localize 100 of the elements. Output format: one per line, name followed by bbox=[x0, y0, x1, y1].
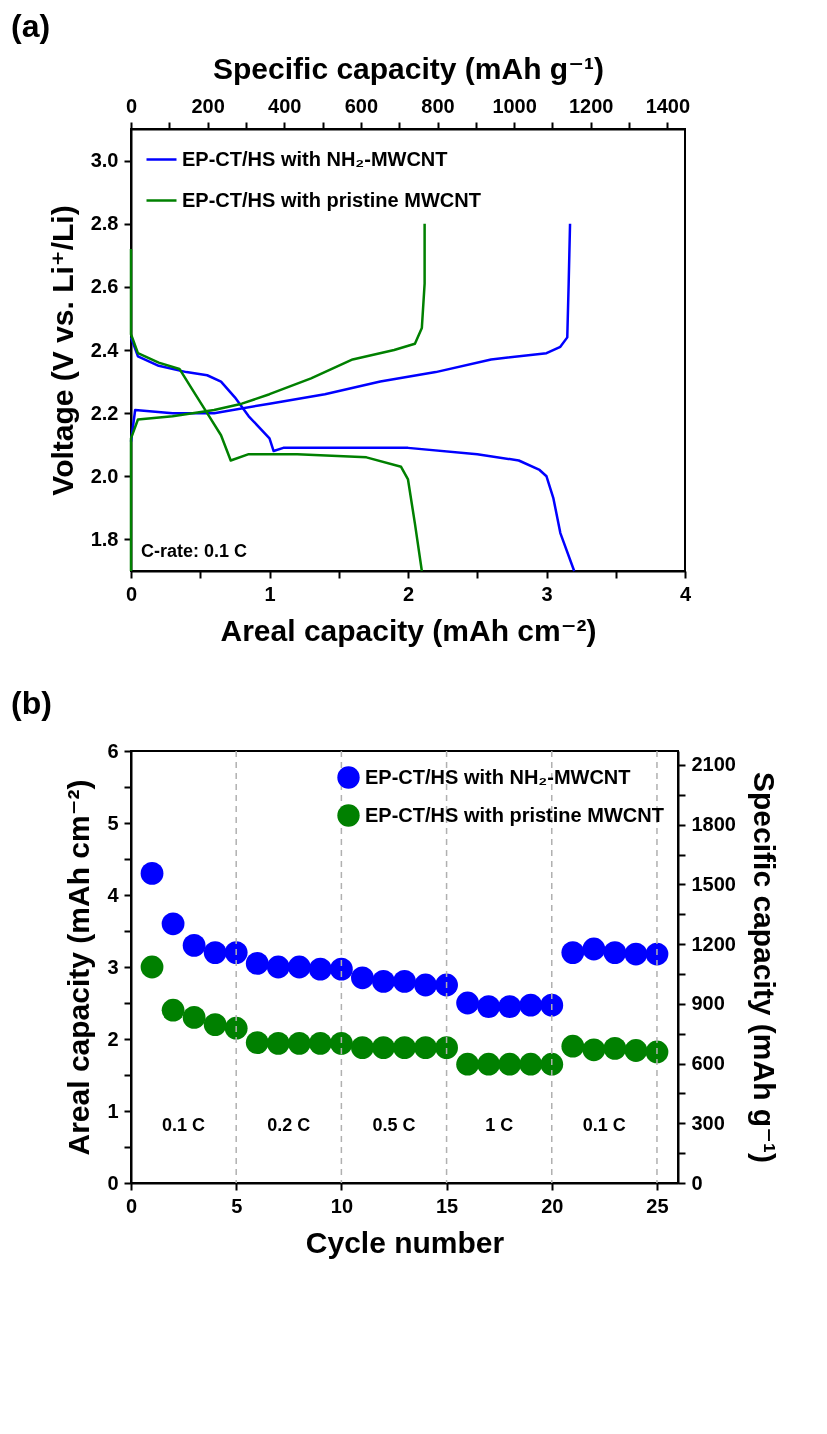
x-tick-label: 0 bbox=[125, 1194, 138, 1217]
point bbox=[182, 934, 206, 957]
annotation: 0.5 C bbox=[372, 1115, 416, 1135]
y-tick-label: 2.4 bbox=[90, 338, 120, 361]
x2-tick-label: 400 bbox=[268, 94, 302, 117]
point bbox=[435, 973, 458, 997]
point bbox=[372, 970, 395, 993]
point bbox=[519, 993, 543, 1017]
point bbox=[351, 1036, 374, 1060]
point bbox=[645, 1040, 669, 1064]
y-tick-label: 2 bbox=[107, 1027, 119, 1050]
annotation: 0.1 C bbox=[582, 1115, 626, 1135]
point bbox=[161, 998, 185, 1022]
legend-label: EP-CT/HS with NH₂-MWCNT bbox=[365, 765, 631, 788]
x-tick-label: 1 bbox=[264, 582, 276, 605]
legend-label: EP-CT/HS with NH₂-MWCNT bbox=[182, 147, 448, 170]
point bbox=[603, 941, 627, 964]
point bbox=[456, 1052, 480, 1076]
point bbox=[372, 1036, 395, 1060]
y-tick-label: 4 bbox=[107, 883, 120, 906]
y2-tick-label: 900 bbox=[691, 992, 725, 1015]
x-tick-label: 2 bbox=[402, 582, 415, 605]
point bbox=[645, 942, 669, 966]
annotation: 0.2 C bbox=[267, 1115, 311, 1135]
x-tick-label: 3 bbox=[541, 582, 553, 605]
x-tick-label: 25 bbox=[646, 1194, 669, 1217]
point bbox=[140, 955, 164, 979]
x-axis-title: Cycle number bbox=[305, 1225, 505, 1259]
x-tick-label: 5 bbox=[231, 1194, 243, 1217]
point bbox=[329, 957, 353, 981]
y-tick-label: 1 bbox=[107, 1099, 119, 1122]
point bbox=[561, 941, 585, 964]
x-tick-label: 4 bbox=[679, 582, 692, 605]
point bbox=[224, 1016, 248, 1040]
y2-axis-title: Specific capacity (mAh g⁻¹) bbox=[747, 772, 781, 1163]
point bbox=[266, 955, 290, 979]
point bbox=[140, 862, 164, 885]
y-tick-label: 5 bbox=[107, 811, 119, 834]
annotation: 0.1 C bbox=[162, 1115, 206, 1135]
y2-tick-label: 0 bbox=[691, 1171, 703, 1194]
point bbox=[329, 1031, 353, 1055]
y-axis-title: Voltage (V vs. Li⁺/Li) bbox=[45, 205, 79, 496]
point bbox=[287, 955, 311, 979]
point bbox=[456, 991, 480, 1015]
point bbox=[393, 1036, 416, 1060]
point bbox=[498, 1052, 522, 1076]
point bbox=[308, 1031, 332, 1055]
point bbox=[308, 957, 332, 981]
y-tick-label: 2.6 bbox=[90, 275, 119, 298]
point bbox=[203, 1013, 227, 1036]
y-axis-title: Areal capacity (mAh cm⁻²) bbox=[62, 779, 96, 1156]
x2-tick-label: 800 bbox=[421, 94, 455, 117]
y2-tick-label: 1200 bbox=[691, 932, 736, 955]
y-tick-label: 3.0 bbox=[90, 149, 119, 172]
point bbox=[540, 993, 564, 1017]
x-tick-label: 15 bbox=[435, 1194, 459, 1217]
annotation: C-rate: 0.1 C bbox=[141, 541, 248, 561]
point bbox=[245, 952, 269, 975]
x-axis-title: Areal capacity (mAh cm⁻²) bbox=[220, 613, 597, 647]
x-tick-label: 10 bbox=[330, 1194, 354, 1217]
point bbox=[161, 912, 185, 936]
point bbox=[287, 1031, 311, 1055]
point bbox=[498, 995, 522, 1018]
chart-title: (a) bbox=[11, 8, 51, 44]
legend-label: EP-CT/HS with pristine MWCNT bbox=[365, 803, 664, 826]
y2-tick-label: 2100 bbox=[691, 753, 736, 776]
x2-tick-label: 200 bbox=[191, 94, 225, 117]
y-tick-label: 6 bbox=[107, 739, 119, 762]
y2-tick-label: 1500 bbox=[691, 872, 736, 895]
point bbox=[245, 1031, 269, 1054]
y2-tick-label: 300 bbox=[691, 1111, 725, 1134]
y-tick-label: 1.8 bbox=[90, 527, 119, 550]
chart-title: (b) bbox=[11, 685, 52, 721]
y-tick-label: 3 bbox=[107, 955, 119, 978]
point bbox=[540, 1052, 564, 1076]
y2-tick-label: 600 bbox=[691, 1052, 725, 1075]
x2-axis-title: Specific capacity (mAh g⁻¹) bbox=[213, 51, 604, 85]
x2-tick-label: 0 bbox=[125, 94, 138, 117]
x-tick-label: 20 bbox=[541, 1194, 564, 1217]
y2-tick-label: 1800 bbox=[691, 813, 736, 836]
point bbox=[582, 1038, 606, 1062]
point bbox=[224, 941, 248, 964]
point bbox=[582, 937, 606, 961]
x2-tick-label: 1400 bbox=[645, 94, 691, 117]
point bbox=[624, 942, 648, 966]
point bbox=[414, 973, 437, 997]
x2-tick-label: 600 bbox=[344, 94, 379, 117]
x2-tick-label: 1000 bbox=[492, 94, 537, 117]
annotation: 1 C bbox=[485, 1115, 514, 1135]
y-tick-label: 0 bbox=[107, 1171, 119, 1194]
point bbox=[624, 1039, 648, 1062]
x-tick-label: 0 bbox=[125, 582, 138, 605]
y-tick-label: 2.2 bbox=[90, 401, 119, 424]
point bbox=[519, 1052, 543, 1076]
y-tick-label: 2.8 bbox=[90, 212, 119, 235]
point bbox=[435, 1036, 458, 1060]
point bbox=[414, 1036, 437, 1060]
point bbox=[203, 941, 227, 964]
point bbox=[477, 995, 501, 1018]
y-tick-label: 2.0 bbox=[90, 464, 119, 487]
